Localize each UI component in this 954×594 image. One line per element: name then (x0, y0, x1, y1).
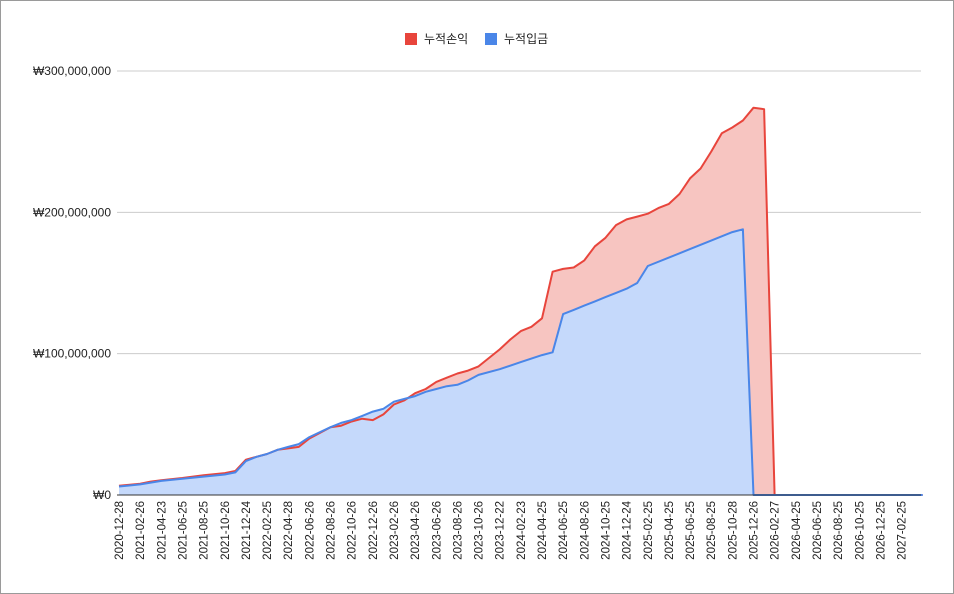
x-tick-label: 2026-08-25 (833, 501, 845, 560)
x-tick-label: 2025-12-26 (749, 501, 761, 560)
x-tick-label: 2026-10-25 (854, 501, 866, 560)
y-axis-tick-labels: ₩0 ₩100,000,000 ₩200,000,000 ₩300,000,000 (33, 64, 111, 502)
x-tick-label: 2025-02-25 (643, 501, 655, 560)
x-tick-label: 2026-02-27 (770, 501, 782, 560)
x-tick-label: 2024-02-23 (516, 501, 528, 560)
x-tick-label: 2023-04-26 (410, 501, 422, 560)
x-tick-label: 2026-06-25 (812, 501, 824, 560)
x-tick-label: 2023-10-26 (474, 501, 486, 560)
x-tick-label: 2024-10-25 (601, 501, 613, 560)
x-tick-label: 2027-02-25 (897, 501, 909, 560)
y-tick-label: ₩0 (93, 488, 111, 502)
gridlines (117, 70, 921, 355)
x-tick-label: 2022-04-28 (283, 501, 295, 560)
legend: 누적손익 누적입금 (405, 32, 548, 46)
x-tick-label: 2022-02-25 (262, 501, 274, 560)
x-tick-label: 2024-12-24 (622, 500, 634, 559)
legend-swatch (485, 33, 497, 45)
x-tick-label: 2026-12-25 (875, 501, 887, 560)
y-tick-label: ₩100,000,000 (33, 347, 111, 361)
series-areas (119, 107, 923, 496)
x-tick-label: 2025-06-25 (685, 501, 697, 560)
x-tick-label: 2020-12-28 (114, 501, 126, 560)
legend-label: 누적입금 (504, 32, 548, 46)
x-tick-label: 2025-10-28 (727, 501, 739, 560)
series-lines (118, 106, 923, 496)
x-tick-label: 2025-08-25 (706, 501, 718, 560)
y-tick-label: ₩200,000,000 (33, 205, 111, 219)
x-tick-label: 2023-12-22 (495, 501, 507, 560)
x-tick-label: 2024-06-25 (558, 501, 570, 560)
x-tick-label: 2022-06-26 (304, 501, 316, 560)
x-tick-label: 2021-08-25 (199, 501, 211, 560)
x-tick-label: 2026-04-25 (791, 501, 803, 560)
series-line-2 (118, 228, 923, 496)
x-tick-label: 2024-08-26 (579, 501, 591, 560)
x-tick-label: 2022-12-26 (368, 501, 380, 560)
x-axis-tick-labels: 2020-12-28 2021-02-26 2021-04-23 2021-06-25… (114, 500, 909, 559)
x-tick-label: 2021-10-26 (220, 501, 232, 560)
x-tick-label: 2025-04-25 (664, 501, 676, 560)
x-tick-label: 2022-10-26 (347, 501, 359, 560)
x-tick-label: 2023-06-26 (431, 501, 443, 560)
x-tick-label: 2023-02-26 (389, 501, 401, 560)
x-tick-label: 2022-08-26 (326, 501, 338, 560)
x-tick-label: 2021-02-26 (135, 501, 147, 560)
x-tick-label: 2024-04-25 (537, 501, 549, 560)
y-tick-label: ₩300,000,000 (33, 64, 111, 78)
legend-swatch (405, 33, 417, 45)
x-tick-label: 2023-08-26 (452, 501, 464, 560)
legend-label: 누적손익 (424, 32, 468, 46)
x-tick-label: 2021-06-25 (177, 501, 189, 560)
x-tick-label: 2021-04-23 (156, 501, 168, 560)
x-tick-label: 2021-12-24 (241, 500, 253, 559)
